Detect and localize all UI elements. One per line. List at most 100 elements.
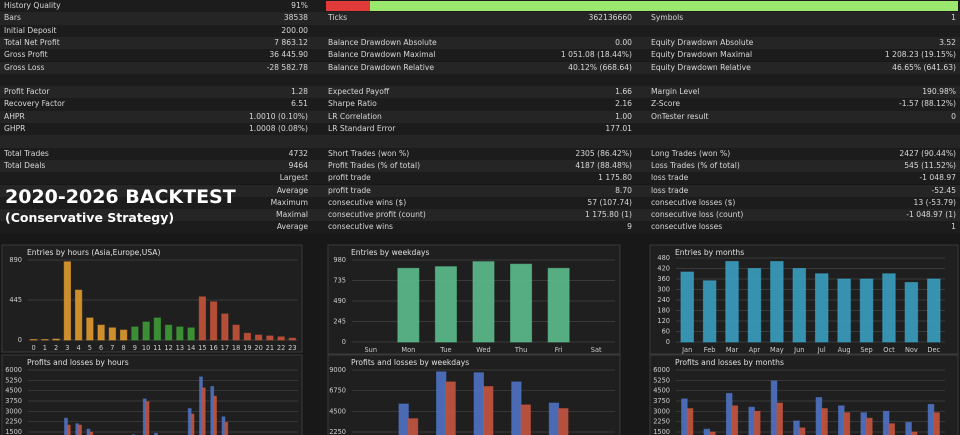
- quality-bar: [326, 1, 958, 11]
- chart-panel: [1, 244, 303, 353]
- stat-value: -28 582.78: [266, 62, 308, 72]
- y-tick-label: 180: [657, 307, 670, 315]
- bar: [434, 266, 457, 343]
- bar: [558, 408, 569, 435]
- x-tick-label: Feb: [704, 346, 716, 354]
- y-tick-label: 4500: [5, 387, 22, 395]
- stat-value: 4732: [288, 148, 308, 158]
- bar: [232, 324, 240, 341]
- y-tick-label: 3750: [5, 397, 22, 405]
- x-tick-label: 0: [32, 344, 36, 352]
- bar: [927, 403, 935, 435]
- stat-value: -1 048.97: [919, 173, 956, 183]
- bar: [66, 424, 71, 435]
- bar: [927, 278, 941, 343]
- bar: [882, 273, 896, 343]
- y-tick-label: 1500: [653, 428, 670, 435]
- stat-value: 6.51: [291, 99, 308, 109]
- stat-label: Total Deals: [4, 160, 46, 170]
- bar: [224, 421, 229, 435]
- x-tick-label: 7: [110, 344, 114, 352]
- bar: [472, 261, 495, 343]
- y-tick-label: 6000: [5, 366, 22, 374]
- headline-title: 2020-2026 BACKTEST: [5, 186, 236, 208]
- stat-label: Equity Drawdown Relative: [651, 62, 751, 72]
- bar: [860, 412, 868, 435]
- bar: [792, 268, 807, 343]
- stat-value: 1.66: [615, 87, 632, 97]
- y-tick-label: 980: [333, 256, 346, 264]
- y-tick-label: 3000: [653, 407, 670, 415]
- x-tick-label: Sun: [365, 346, 378, 354]
- stat-label: Equity Drawdown Absolute: [651, 37, 754, 47]
- y-tick-label: 0: [18, 336, 22, 344]
- x-tick-label: 21: [266, 344, 274, 352]
- stats-row: Average consecutive wins 9 consecutive loss…: [0, 221, 960, 234]
- bar: [89, 431, 94, 435]
- bar: [702, 280, 717, 343]
- stats-row: Gross Profit 36 445.90 Balance Drawdown Ma…: [0, 49, 960, 62]
- y-tick-label: 5250: [653, 376, 670, 384]
- bar: [821, 408, 828, 435]
- stat-value: 13 (-53.79): [913, 197, 956, 207]
- x-tick-label: Aug: [838, 346, 851, 354]
- y-tick-label: 5250: [5, 376, 22, 384]
- stat-label: consecutive profit (count): [328, 210, 426, 220]
- bar: [681, 398, 688, 435]
- quality-bar-bad: [326, 1, 370, 11]
- stat-value: 1 175.80 (1): [585, 210, 632, 220]
- bar: [436, 371, 447, 435]
- x-tick-label: Sat: [591, 346, 602, 354]
- stat-value: 1.00: [615, 111, 632, 121]
- x-tick-label: 10: [142, 344, 150, 352]
- bar: [164, 324, 173, 341]
- stats-row: Gross Loss -28 582.78 Balance Drawdown Rel…: [0, 61, 960, 74]
- stats-row: Bars 38538 Ticks 362136660 Symbols 1: [0, 12, 960, 25]
- y-tick-label: 6750: [329, 387, 346, 395]
- x-tick-label: Fri: [555, 346, 563, 354]
- stats-row: Total Net Profit 7 863.12 Balance Drawdown…: [0, 36, 960, 50]
- y-tick-label: 4500: [653, 387, 670, 395]
- stat-value: -1.57 (88.12%): [899, 99, 956, 109]
- stat-label: Equity Drawdown Maximal: [651, 50, 753, 60]
- stat-value: 1.0008 (0.08%): [248, 124, 308, 133]
- y-tick-label: 1500: [5, 428, 22, 435]
- y-tick-label: 3000: [5, 407, 22, 415]
- stat-value: 4187 (88.48%): [575, 160, 632, 170]
- bar: [221, 313, 229, 341]
- headline-subtitle: (Conservative Strategy): [5, 210, 175, 225]
- x-tick-label: 14: [187, 344, 195, 352]
- bar: [145, 401, 150, 435]
- bar: [843, 412, 851, 435]
- stat-value: 1 175.80: [598, 173, 632, 183]
- chart-panel: [1, 354, 303, 435]
- stat-value: 2305 (86.42%): [575, 148, 632, 158]
- bar: [288, 337, 297, 341]
- x-tick-label: Jan: [681, 346, 692, 354]
- stat-value: 2.16: [615, 99, 632, 109]
- stat-label: Bars: [4, 13, 21, 23]
- bar: [243, 332, 252, 341]
- x-tick-label: 6: [99, 344, 103, 352]
- x-tick-label: 2: [54, 344, 58, 352]
- stat-label: Recovery Factor: [4, 99, 65, 109]
- x-tick-label: 16: [209, 344, 217, 352]
- bar: [209, 301, 218, 341]
- bar: [703, 428, 711, 435]
- y-tick-label: 2250: [653, 418, 670, 426]
- stat-label: Gross Profit: [4, 50, 48, 60]
- bar: [510, 263, 533, 343]
- bar: [753, 410, 761, 435]
- stat-label: OnTester result: [651, 111, 709, 121]
- stats-row: Maximum consecutive wins ($) 57 (107.74) co…: [0, 196, 960, 210]
- stat-value: 200.00: [281, 25, 308, 35]
- bar: [198, 296, 207, 341]
- stat-label: Ticks: [328, 13, 348, 23]
- bar: [725, 392, 733, 435]
- stats-row: [0, 73, 960, 87]
- stat-value: Average: [276, 185, 308, 195]
- stat-label: History Quality: [4, 1, 61, 10]
- bar: [131, 326, 139, 341]
- bar: [814, 273, 829, 343]
- stat-value: 91%: [291, 1, 308, 10]
